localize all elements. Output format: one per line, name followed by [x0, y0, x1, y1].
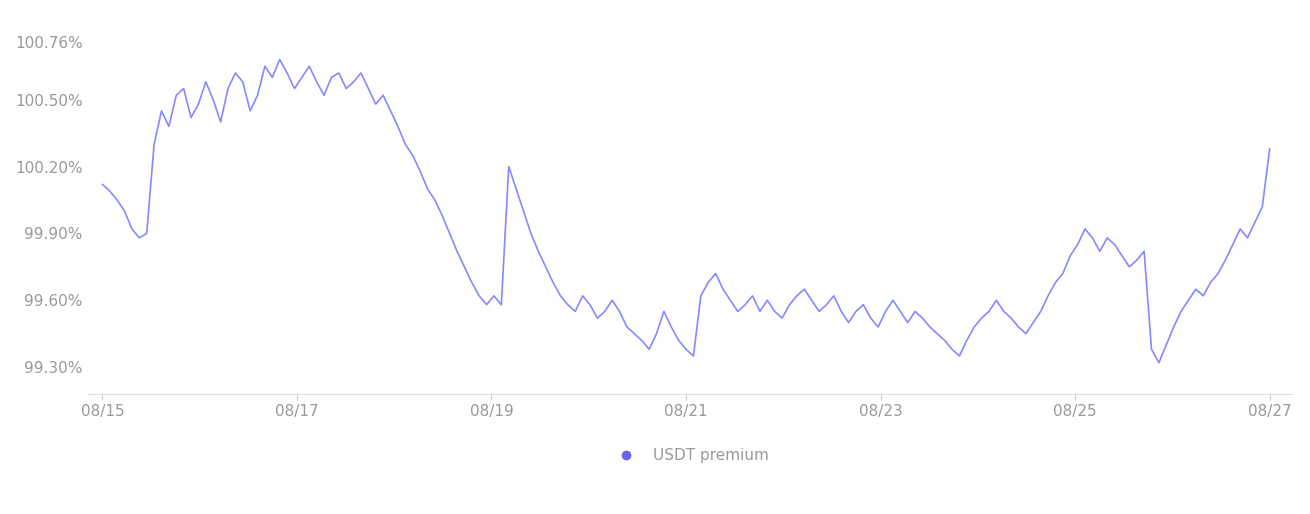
Legend: USDT premium: USDT premium	[604, 443, 776, 470]
